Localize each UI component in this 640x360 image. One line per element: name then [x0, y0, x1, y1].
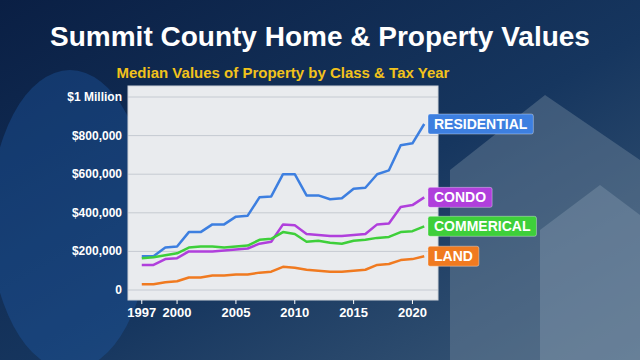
series-label-text: COMMERICAL	[434, 218, 531, 234]
x-tick	[412, 300, 413, 304]
grid-line	[128, 251, 438, 252]
series-label-box	[428, 216, 536, 236]
subtitle: Median Values of Property by Class & Tax…	[117, 64, 450, 81]
x-tick-label: 2010	[280, 305, 309, 320]
y-tick-label: $200,000	[72, 244, 122, 258]
series-label: COMMERICAL	[428, 216, 536, 236]
series-label-text: CONDO	[434, 189, 486, 205]
x-tick-label: 2020	[398, 305, 427, 320]
grid-line	[128, 212, 438, 213]
x-tick-label: 1997	[127, 305, 156, 320]
decor-house	[540, 185, 640, 360]
x-tick	[235, 300, 236, 304]
grid-line	[128, 135, 438, 136]
y-tick-label: $600,000	[72, 167, 122, 181]
series-label: LAND	[428, 246, 479, 266]
x-tick	[353, 300, 354, 304]
series-line	[142, 197, 424, 265]
series-label: RESIDENTIAL	[428, 114, 533, 134]
y-tick-label: $800,000	[72, 129, 122, 143]
x-tick	[294, 300, 295, 304]
grid-line	[128, 97, 438, 98]
series-line	[142, 256, 424, 284]
y-tick-label: $1 Million	[67, 90, 122, 104]
x-tick	[141, 300, 142, 304]
series-label-box	[428, 246, 479, 266]
chart: Summit County Home & Property Values Medi…	[0, 0, 640, 360]
x-tick-label: 2005	[221, 305, 250, 320]
y-tick-label: $400,000	[72, 206, 122, 220]
x-tick-label: 2000	[163, 305, 192, 320]
plot-area	[128, 86, 438, 300]
series-label: CONDO	[428, 187, 492, 207]
x-tick-label: 2015	[339, 305, 368, 320]
series-label-text: LAND	[434, 248, 473, 264]
y-tick-label: 0	[115, 283, 122, 297]
x-tick	[177, 300, 178, 304]
series-label-box	[428, 187, 492, 207]
series-group	[142, 124, 424, 284]
series-label-box	[428, 114, 533, 134]
series-label-text: RESIDENTIAL	[434, 116, 528, 132]
series-line	[142, 226, 424, 258]
title: Summit County Home & Property Values	[50, 21, 590, 52]
grid-line	[128, 290, 438, 291]
